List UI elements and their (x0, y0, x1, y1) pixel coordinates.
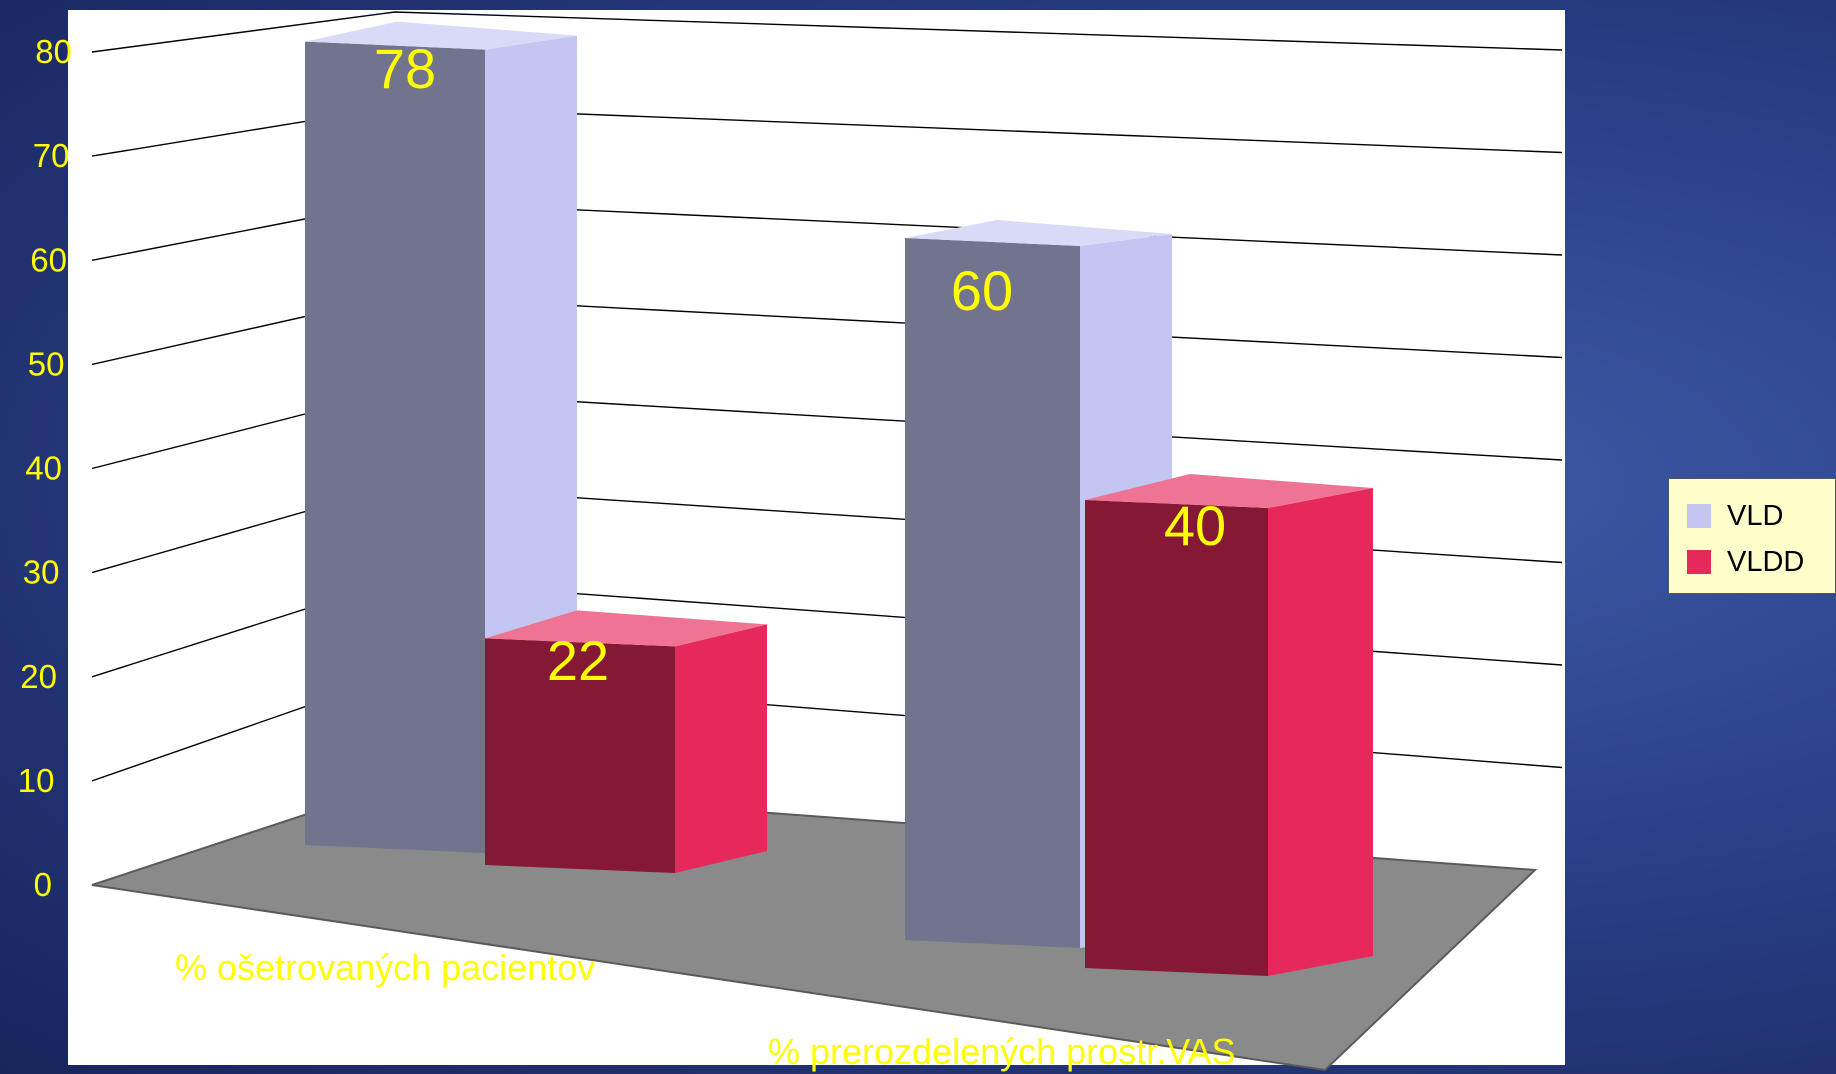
legend-item-vld: VLD (1687, 493, 1835, 539)
data-label: 60 (951, 259, 1013, 322)
gridline (91, 11, 1563, 53)
x-category-label: % ošetrovaných pacientov (175, 947, 595, 988)
bar-vldd-2 (1085, 474, 1373, 976)
data-label: 40 (1164, 494, 1226, 557)
x-category-label: % prerozdelených prostr.VAS (768, 1031, 1236, 1072)
bar-vldd-1 (485, 610, 767, 873)
y-tick-label: 40 (25, 450, 62, 487)
data-label: 78 (374, 37, 436, 100)
legend: VLD VLDD (1668, 478, 1836, 594)
y-axis: 0 10 20 30 40 50 60 70 80 (18, 33, 72, 903)
y-tick-label: 0 (34, 866, 52, 903)
legend-item-vldd: VLDD (1687, 539, 1835, 585)
data-label: 22 (547, 629, 609, 692)
legend-swatch-vld (1687, 504, 1711, 528)
legend-label-vldd: VLDD (1727, 545, 1805, 578)
y-tick-label: 20 (20, 658, 57, 695)
x-axis: % ošetrovaných pacientov % prerozdelených… (175, 947, 1236, 1072)
bars (305, 21, 1373, 976)
legend-label-vld: VLD (1727, 499, 1784, 532)
y-tick-label: 30 (23, 554, 60, 591)
y-tick-label: 10 (18, 762, 55, 799)
data-labels: 78 22 60 40 (374, 37, 1226, 692)
y-tick-label: 70 (33, 137, 70, 174)
y-tick-label: 50 (28, 345, 65, 382)
legend-swatch-vldd (1687, 550, 1711, 574)
y-tick-label: 80 (35, 33, 72, 70)
y-tick-label: 60 (30, 241, 67, 278)
